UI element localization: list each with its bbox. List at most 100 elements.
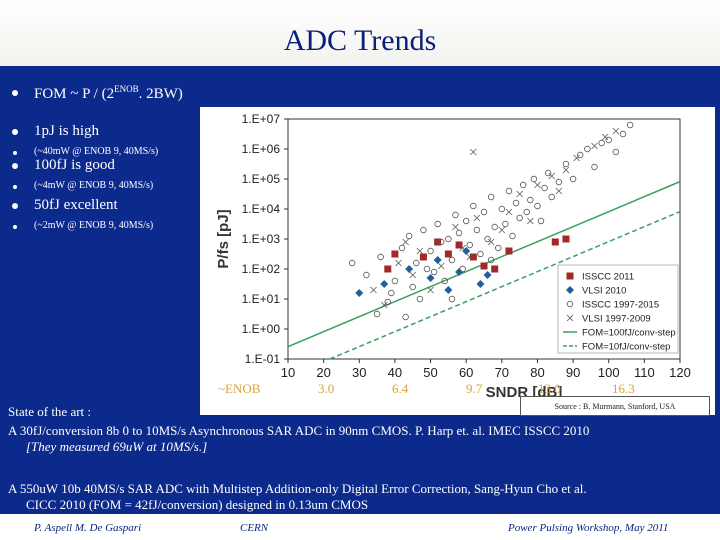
point-isscc [487,193,495,201]
y-tick-label: 1.E+07 [242,112,281,126]
y-tick-label: 1.E+00 [242,322,281,336]
point-isscc [452,211,459,219]
x-tick-label: 90 [566,365,580,380]
point-vlsi [473,214,481,222]
point-vlsi2010 [433,256,442,264]
point-vlsi2010 [380,280,389,288]
point-isscc [473,226,481,234]
x-tick-label: 30 [352,365,366,380]
bullet-dot [12,163,18,169]
y-tick-label: 1.E+05 [242,172,281,186]
bullet-dot [13,185,17,189]
bullet-50fj: 50fJ excellent [34,197,118,213]
point-isscc [598,139,605,147]
point-isscc [477,250,484,258]
point-issc2011 [562,235,570,243]
point-isscc [470,202,477,210]
point-vlsi [380,301,388,309]
legend-label: FOM=100fJ/conv-step [582,328,676,339]
point-isscc [427,247,434,255]
x-tick-label: 40 [388,365,402,380]
point-isscc [405,232,413,240]
point-vlsi [612,127,620,135]
x-tick-label: 20 [316,365,330,380]
point-isscc [569,175,577,183]
legend-label: VLSI 1997-2009 [582,314,651,325]
x-tick-label: 120 [669,365,691,380]
footer-org: CERN [240,522,269,534]
point-vlsi [466,253,474,261]
point-isscc [591,163,598,171]
point-isscc [626,121,634,129]
point-isscc [398,244,406,252]
point-isscc [348,259,356,267]
source-box: Source : B. Murmann, Stanford, USA [520,396,710,416]
point-vlsi [487,238,495,246]
point-isscc [534,202,541,210]
point-vlsi [395,259,402,267]
y-axis-title: P/fs [pJ] [215,209,232,268]
bullet-fom: FOM ~ P / (2ENOB. 2BW) [34,84,183,103]
point-isscc [391,277,399,285]
point-isscc [413,259,420,267]
point-vlsi [498,226,506,234]
point-vlsi [437,262,445,270]
point-isscc [562,160,570,168]
point-issc2011 [419,253,427,261]
point-vlsi2010 [455,268,464,276]
point-vlsi [505,208,513,216]
point-isscc [484,235,491,243]
page-title: ADC Trends [283,24,437,57]
point-vlsi [555,187,563,195]
point-isscc [612,148,620,156]
y-tick-label: 1.E+03 [242,232,281,246]
fom-suffix: . 2BW) [138,86,183,102]
point-vlsi [573,154,580,162]
x-tick-label: 10 [281,365,295,380]
adc-fom-chart: 1.E-01 1.E+00 1.E+01 1.E+02 1.E+03 1.E+04 1.E+… [200,107,715,415]
bullet-100fj-sub: (~4mW @ ENOB 9, 40MS/s) [34,180,154,191]
point-vlsi [534,181,541,189]
point-isscc [448,256,456,264]
bullet-1pj: 1pJ is high [34,123,100,139]
point-isscc [441,277,448,285]
point-vlsi [409,271,417,279]
point-isscc [420,226,427,234]
legend-box [557,264,679,354]
point-vlsi [416,247,424,255]
point-isscc [495,244,502,252]
chart-svg: 1.E-01 1.E+00 1.E+01 1.E+02 1.E+03 1.E+04 1.E+… [215,112,691,401]
point-isscc [619,130,627,138]
point-vlsi [427,286,434,294]
legend-marker [566,272,574,280]
point-vlsi2010 [476,280,485,288]
note-line-2: [They measured 69uW at 10MS/s.] [26,439,208,454]
point-isscc [516,214,523,222]
enob-value: 9.7 [466,381,483,396]
bullet-dot [13,225,17,229]
legend-label: FOM=10fJ/conv-step [582,342,670,353]
point-isscc [530,175,538,183]
point-isscc [423,265,431,273]
x-tick-label: 80 [530,365,544,380]
point-isscc [480,208,488,216]
note-line-4: CICC 2010 (FOM = 42fJ/conversion) design… [26,497,369,512]
point-isscc [555,178,563,186]
bullet-100fj: 100fJ is good [34,157,115,173]
point-isscc [409,283,416,291]
y-tick-label: 1.E-01 [245,352,281,366]
bullet-dot [12,203,18,209]
bullet-dot [12,90,18,96]
point-vlsi2010 [444,286,453,294]
point-issc2011 [384,265,392,273]
point-isscc [548,193,555,201]
point-vlsi [470,148,477,156]
point-isscc [527,196,534,204]
point-vlsi [452,223,459,231]
point-isscc [541,184,548,192]
point-isscc [577,151,584,159]
note-line-3: A 550uW 10b 40MS/s SAR ADC with Multiste… [8,481,587,496]
point-vlsi [370,286,377,294]
point-isscc [537,217,545,225]
point-isscc [498,205,506,213]
